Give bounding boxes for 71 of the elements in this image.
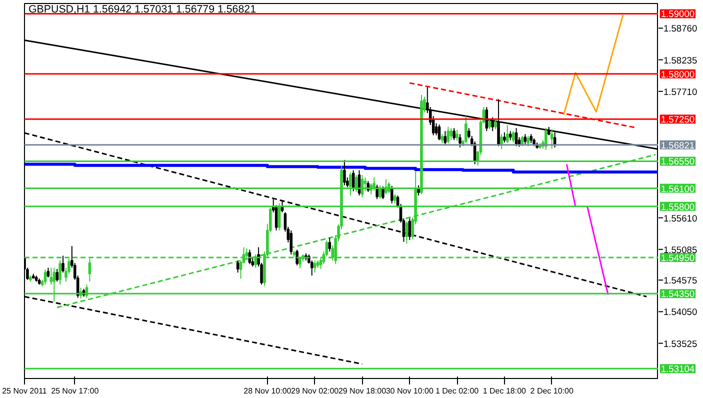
ref-line-label: 1.54950 [660, 253, 695, 264]
ref-line-label: 1.56550 [660, 156, 695, 167]
candlestick [46, 267, 50, 278]
candlestick [444, 130, 447, 145]
candlestick [450, 128, 453, 141]
candlestick [313, 260, 316, 274]
y-tick-label: 1.58235 [663, 55, 698, 66]
candlestick [296, 249, 298, 266]
candlestick [524, 134, 527, 145]
y-tick-label: 1.55085 [663, 244, 698, 255]
candlestick [58, 260, 62, 286]
candlestick [497, 98, 500, 147]
y-tick-label: 1.53525 [663, 338, 698, 349]
candlestick [62, 255, 64, 274]
candlestick [458, 134, 462, 148]
chart-title: GBPUSD,H1 1.56942 1.57031 1.56779 1.56821 [28, 4, 256, 16]
candlestick [530, 134, 532, 144]
x-tick-label: 2 Dec 10:00 [530, 386, 574, 396]
candlestick [491, 116, 494, 132]
candlestick [512, 130, 515, 144]
ref-line-label: 1.54350 [660, 289, 695, 300]
candlestick [456, 129, 458, 142]
ref-line-label: 1.56100 [660, 184, 695, 194]
candlestick [236, 260, 240, 274]
candlestick [44, 269, 47, 286]
ref-line-label: 1.56821 [660, 140, 695, 150]
candlestick [290, 230, 293, 256]
y-tick-label: 1.58760 [663, 24, 698, 34]
candlestick [405, 220, 408, 244]
candlestick [508, 130, 512, 141]
x-tick-label: 30 Nov 10:00 [386, 386, 434, 396]
candlestick [382, 186, 384, 200]
ref-line-label: 1.59000 [660, 9, 695, 20]
candlestick [440, 134, 444, 144]
candlestick [343, 160, 346, 186]
x-tick-label: 28 Nov 10:00 [244, 386, 292, 396]
ref-line-label: 1.57250 [660, 114, 695, 125]
x-tick-label: 25 Nov 17:00 [51, 386, 100, 396]
ref-line-label: 1.55800 [660, 202, 695, 212]
line-series [562, 14, 624, 116]
x-tick-label: 25 Nov 2011 [2, 386, 48, 396]
candlestick [503, 132, 506, 144]
candlestick [390, 185, 394, 204]
x-tick-label: 29 Nov 18:00 [338, 386, 387, 396]
candlestick [393, 194, 396, 204]
candlestick [434, 122, 438, 136]
y-tick-label: 1.54050 [663, 307, 698, 318]
candlestick [526, 135, 530, 147]
ref-line-label: 1.53104 [660, 364, 695, 374]
candlestick [550, 128, 554, 150]
x-tick-label: 1 Dec 02:00 [435, 386, 480, 396]
candlestick [328, 237, 332, 252]
candlestick [488, 118, 492, 130]
y-tick-label: 1.55610 [663, 213, 698, 224]
candlestick [514, 128, 518, 147]
candlestick [446, 126, 450, 144]
candlestick [438, 124, 441, 141]
candlestick [500, 134, 503, 150]
candlestick [464, 116, 468, 144]
candlestick [544, 128, 548, 150]
candlestick [408, 218, 412, 241]
candlestick [56, 268, 58, 282]
candlestick [376, 184, 378, 200]
candlestick [452, 128, 456, 141]
y-tick-label: 1.57710 [663, 86, 698, 97]
candlestick [506, 124, 509, 144]
x-tick-label: 29 Nov 02:00 [291, 386, 340, 396]
candlestick [50, 267, 53, 286]
ref-line-label: 1.58000 [660, 69, 695, 80]
x-tick-label: 1 Dec 18:00 [482, 386, 527, 396]
y-tick-label: 1.54575 [663, 276, 698, 286]
